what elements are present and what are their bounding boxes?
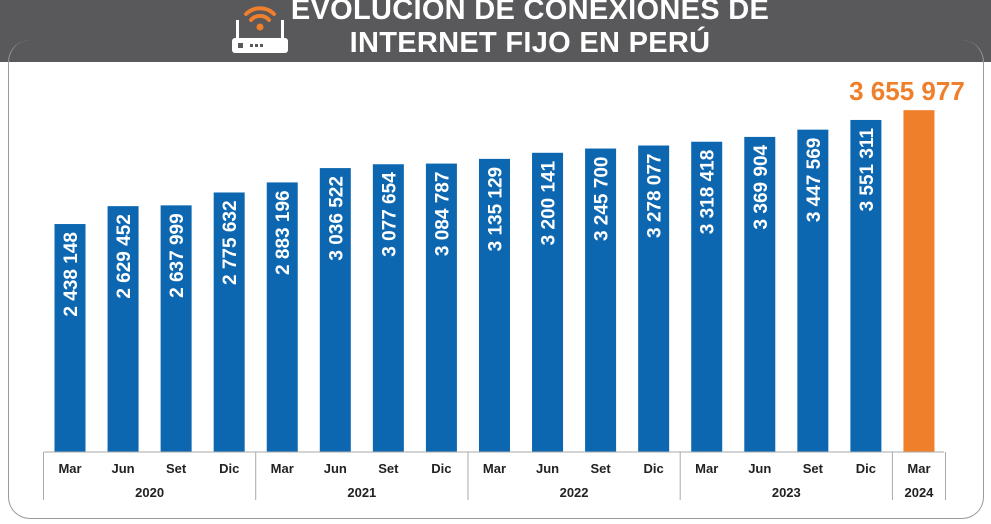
x-tick-label: Dic — [431, 461, 451, 476]
x-tick-label: Mar — [483, 461, 506, 476]
data-label: 3 200 141 — [539, 160, 560, 245]
data-label: 2 637 999 — [167, 213, 188, 298]
x-tick-label: Dic — [219, 461, 239, 476]
bar — [797, 129, 829, 453]
x-tick-label: Set — [803, 461, 824, 476]
bar — [54, 224, 86, 452]
x-tick-label: Set — [166, 461, 187, 476]
bar — [691, 141, 723, 453]
x-tick-label: Jun — [111, 461, 134, 476]
bar — [585, 148, 617, 453]
bar — [160, 205, 192, 452]
x-tick-label: Set — [590, 461, 611, 476]
x-tick-label: Dic — [644, 461, 664, 476]
data-label: 3 077 654 — [379, 172, 400, 257]
bar — [532, 152, 564, 453]
data-label: 2 775 632 — [220, 200, 241, 285]
data-label: 3 447 569 — [804, 138, 825, 223]
data-label: 3 369 904 — [751, 144, 772, 229]
data-label: 3 135 129 — [485, 167, 506, 252]
year-label: 2020 — [135, 485, 164, 500]
year-label: 2022 — [560, 485, 589, 500]
chart-card — [8, 40, 984, 519]
data-label-highlight: 3 655 977 — [849, 76, 965, 106]
bar — [850, 119, 882, 452]
bar — [744, 136, 776, 452]
data-label: 3 278 077 — [645, 153, 666, 238]
x-tick-label: Mar — [695, 461, 718, 476]
x-tick-label: Set — [378, 461, 399, 476]
bar — [213, 192, 245, 453]
x-tick-label: Jun — [748, 461, 771, 476]
x-tick-label: Jun — [324, 461, 347, 476]
year-label: 2021 — [347, 485, 376, 500]
year-label: 2023 — [772, 485, 801, 500]
router-wifi-icon — [232, 6, 288, 53]
chart-title: EVOLUCIÓN DE CONEXIONES DE INTERNET FIJO… — [290, 0, 770, 60]
data-label: 2 438 148 — [61, 232, 82, 317]
bar — [266, 182, 298, 452]
data-label: 3 036 522 — [326, 176, 347, 261]
x-tick-label: Mar — [271, 461, 294, 476]
bar — [638, 145, 670, 452]
title-line-1: EVOLUCIÓN DE CONEXIONES DE — [290, 0, 770, 26]
bar — [107, 206, 139, 452]
year-label: 2024 — [904, 485, 934, 500]
bar — [319, 168, 351, 452]
x-tick-label: Jun — [536, 461, 559, 476]
x-tick-label: Dic — [856, 461, 876, 476]
title-line-2: INTERNET FIJO EN PERÚ — [349, 27, 711, 59]
header-banner: EVOLUCIÓN DE CONEXIONES DE INTERNET FIJO… — [0, 0, 991, 62]
bar — [372, 164, 404, 452]
data-label: 3 084 787 — [432, 172, 453, 257]
x-tick-label: Mar — [907, 461, 930, 476]
bar — [903, 110, 935, 453]
data-label: 3 245 700 — [592, 157, 613, 242]
data-label: 3 551 311 — [857, 128, 878, 212]
x-tick-label: Mar — [58, 461, 81, 476]
data-label: 3 318 418 — [698, 150, 719, 235]
data-label: 2 883 196 — [273, 190, 294, 275]
bar — [478, 158, 510, 453]
data-label: 2 629 452 — [114, 214, 135, 299]
bar — [425, 163, 457, 452]
